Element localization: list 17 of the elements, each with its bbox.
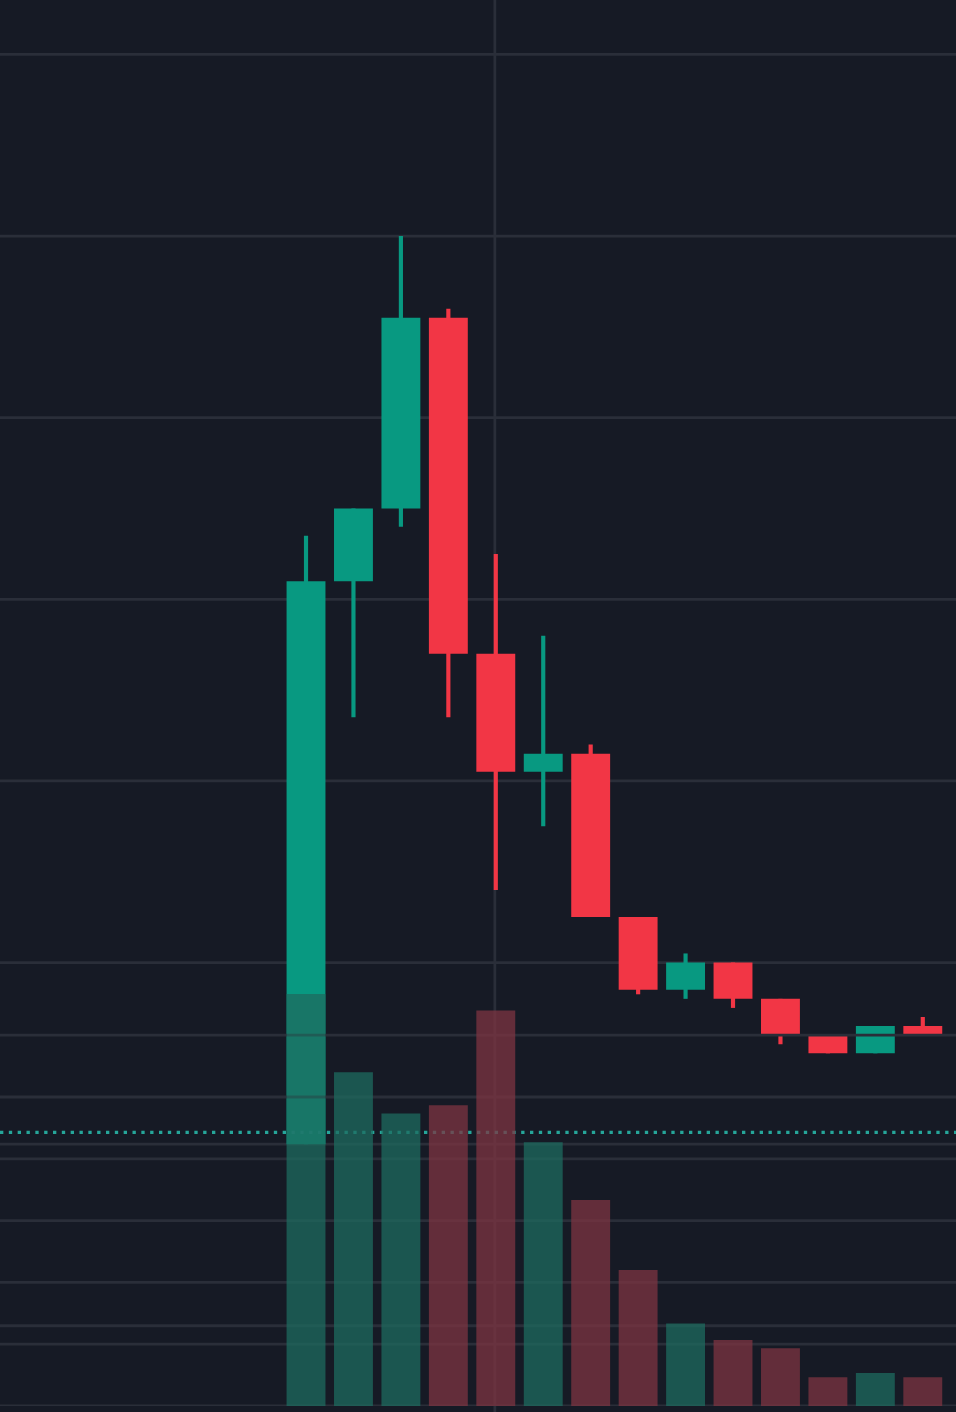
bar — [713, 1340, 753, 1406]
bar — [334, 1072, 373, 1406]
bar — [903, 1377, 943, 1406]
bar — [571, 1200, 611, 1406]
bar — [761, 1348, 800, 1406]
bar — [523, 1142, 563, 1406]
candlestick — [761, 996, 800, 1047]
bar — [618, 1270, 658, 1406]
bar — [855, 1373, 895, 1406]
bar — [808, 1377, 848, 1406]
candlestick — [666, 951, 706, 1001]
bar — [476, 1010, 516, 1406]
candlestick — [713, 960, 753, 1011]
bar — [428, 1105, 468, 1406]
bar — [381, 1113, 421, 1406]
candlestick — [523, 633, 563, 829]
bar — [666, 1323, 706, 1406]
